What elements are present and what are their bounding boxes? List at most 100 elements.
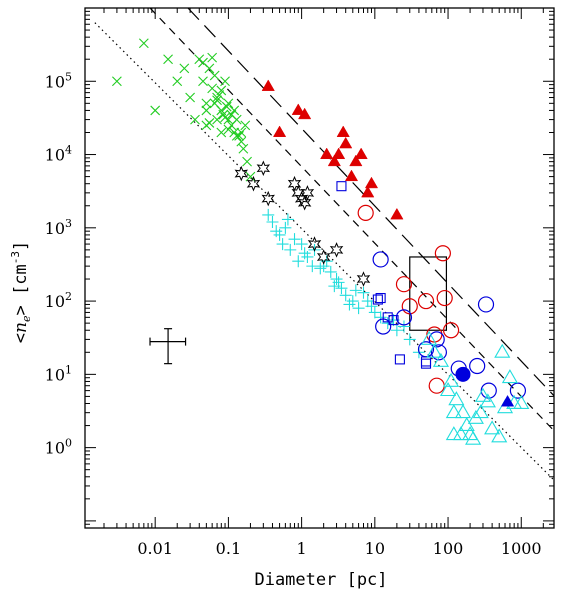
- data-point-open-triangle: [448, 391, 465, 406]
- data-point-filled-triangle: [327, 154, 341, 167]
- data-point-star: [246, 175, 261, 192]
- data-point-open-circle: [434, 245, 451, 262]
- data-point-open-circle: [395, 276, 413, 293]
- data-point-x: [240, 120, 251, 131]
- data-point-x: [201, 105, 212, 116]
- y-tick-label: 104: [45, 144, 72, 165]
- data-point-filled-triangle: [354, 147, 368, 160]
- data-point-open-square: [336, 181, 347, 192]
- data-point-plus: [328, 280, 341, 293]
- y-tick-label: 100: [45, 437, 72, 458]
- data-point-x: [209, 70, 220, 81]
- data-point-x: [212, 114, 222, 125]
- data-point-open-triangle: [513, 394, 530, 409]
- data-point-plus: [262, 208, 275, 221]
- data-point-open-triangle: [491, 428, 508, 443]
- x-tick-label: 0.01: [137, 539, 173, 558]
- data-point-x: [190, 114, 200, 125]
- data-point-filled-triangle: [331, 147, 346, 160]
- data-point-star: [307, 236, 322, 252]
- data-point-open-circle: [428, 377, 445, 394]
- data-point-open-circle: [509, 382, 527, 399]
- x-tick-label: 0.1: [216, 539, 241, 558]
- data-point-open-triangle: [426, 343, 443, 358]
- data-point-x: [216, 85, 227, 96]
- data-point-open-circle: [469, 357, 486, 375]
- data-point-filled-triangle: [339, 136, 353, 149]
- data-point-x: [245, 171, 256, 182]
- data-point-open-triangle: [432, 352, 450, 367]
- data-point-open-triangle: [494, 343, 511, 358]
- data-point-x: [220, 76, 230, 87]
- data-point-plus: [381, 317, 394, 330]
- data-point-x: [198, 76, 208, 87]
- data-point-open-square: [420, 356, 432, 367]
- data-point-filled-triangle: [336, 125, 350, 137]
- data-point-filled-triangle: [320, 147, 334, 160]
- data-point-open-triangle: [501, 369, 519, 384]
- data-point-open-circle: [395, 309, 413, 326]
- data-point-open-square: [382, 312, 393, 323]
- data-point-open-circle: [442, 322, 460, 339]
- data-point-filled-triangle: [344, 169, 359, 182]
- data-point-filled-triangle: [272, 125, 287, 137]
- x-axis-title: Diameter [pc]: [254, 570, 387, 590]
- x-tick-label: 1000: [501, 539, 542, 558]
- data-point-x: [150, 105, 161, 116]
- y-tick-label: 103: [45, 217, 72, 238]
- data-point-x: [218, 109, 229, 120]
- data-point-star: [316, 249, 331, 265]
- data-point-star: [297, 194, 312, 211]
- data-point-plus: [292, 255, 305, 268]
- data-point-star: [287, 175, 302, 192]
- data-point-plus: [330, 273, 343, 286]
- x-tick-label: 1: [297, 539, 307, 558]
- plot-frame: [84, 7, 555, 529]
- data-point-open-circle: [436, 289, 453, 307]
- data-point-x: [163, 54, 173, 65]
- reference-line-dotted: [94, 22, 554, 481]
- data-point-plus: [279, 221, 292, 234]
- data-point-plus: [346, 295, 359, 308]
- data-point-filled-triangle: [364, 176, 379, 189]
- data-point-open-triangle: [439, 382, 457, 397]
- data-point-plus: [403, 333, 416, 346]
- data-point-plus: [339, 289, 352, 302]
- data-point-plus: [314, 262, 327, 275]
- data-point-open-circle: [428, 331, 445, 348]
- data-point-plus: [390, 324, 403, 337]
- data-point-open-circle: [430, 344, 447, 361]
- data-point-open-square: [420, 358, 432, 369]
- y-axis-title: <ne> [cm-3]: [9, 241, 33, 343]
- data-point-x: [216, 127, 227, 138]
- data-point-plus: [335, 282, 348, 295]
- data-point-plus: [324, 265, 337, 278]
- y-tick-label: 105: [45, 70, 72, 91]
- data-point-plus: [352, 302, 365, 315]
- data-point-open-triangle: [472, 404, 489, 419]
- data-point-x: [198, 57, 208, 68]
- data-point-x: [238, 143, 249, 154]
- data-point-filled-triangle: [291, 103, 305, 115]
- axes: 0.01 0.1 1 10 100 1000 100 101 102 103 104 105: [45, 7, 555, 558]
- data-point-x: [204, 118, 215, 128]
- data-point-plus: [357, 286, 370, 299]
- data-point-open-triangle: [458, 416, 475, 432]
- data-point-x: [226, 109, 237, 120]
- data-point-open-circle: [477, 296, 495, 313]
- data-point-open-square: [372, 294, 383, 305]
- data-point-open-triangle: [442, 372, 460, 387]
- data-point-star: [261, 190, 275, 207]
- data-point-x: [221, 101, 232, 112]
- data-point-x: [234, 130, 244, 141]
- data-point-plus: [295, 238, 308, 251]
- data-point-filled-triangle: [349, 154, 363, 167]
- data-point-plus: [343, 298, 356, 311]
- data-point-open-triangle: [465, 430, 482, 445]
- x-tick-label: 10: [365, 539, 385, 558]
- data-point-plus: [284, 243, 297, 256]
- data-point-star: [294, 190, 309, 207]
- data-point-plus: [270, 225, 283, 238]
- data-point-plus: [368, 306, 381, 319]
- data-point-x: [112, 76, 122, 87]
